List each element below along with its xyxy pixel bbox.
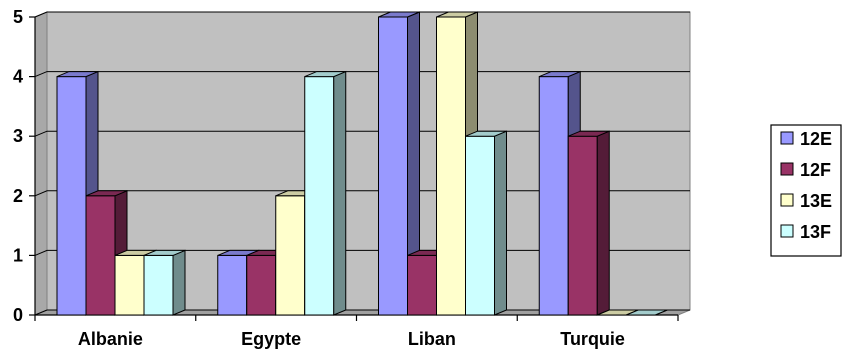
bar-front [275, 195, 306, 316]
y-tick-label: 5 [13, 7, 23, 27]
bar-top [143, 249, 186, 256]
bar [143, 249, 186, 316]
bar-front [567, 135, 598, 316]
bars [56, 11, 668, 316]
x-category-label: Turquie [560, 329, 625, 349]
y-tick-label: 1 [13, 245, 23, 265]
legend-swatch [780, 193, 794, 207]
x-category-label: Egypte [241, 329, 301, 349]
bar-front [143, 254, 174, 316]
bar-top [626, 309, 668, 316]
y-tick-label: 2 [13, 186, 23, 206]
bar-front [436, 16, 466, 316]
bar-front [56, 76, 87, 316]
bar-front [378, 16, 408, 316]
bar-top [304, 71, 346, 78]
legend-item: 12E [780, 129, 832, 149]
legend-label: 13F [800, 222, 831, 242]
legend-label: 12F [800, 160, 831, 180]
bar-top [465, 130, 507, 137]
legend: 12E 12F 13E 13F [770, 124, 842, 257]
bar [626, 309, 668, 316]
bar-front [465, 135, 495, 316]
y-tick-label: 3 [13, 126, 23, 146]
side-wall [34, 11, 48, 316]
x-axis-categories: Albanie Egypte Liban Turquie [34, 315, 679, 349]
legend-item: 13E [780, 191, 832, 211]
legend-swatch [780, 162, 794, 176]
bar-front [85, 195, 116, 316]
bar-front [304, 76, 335, 316]
bar-front [114, 254, 145, 316]
y-axis-ticks: 0 1 2 3 4 5 [13, 7, 35, 325]
legend-item: 13F [780, 222, 831, 242]
bar-side [494, 130, 507, 316]
bar-front [538, 76, 569, 316]
bar-top [568, 130, 610, 137]
bar-side [596, 130, 610, 316]
bar-side [333, 70, 347, 316]
x-category-label: Albanie [78, 329, 143, 349]
bar [567, 130, 610, 316]
legend-label: 13E [800, 191, 832, 211]
bar [465, 130, 507, 316]
legend-swatch [780, 131, 794, 145]
bar [378, 11, 420, 316]
bar-top [56, 71, 99, 78]
legend-item: 12F [780, 160, 831, 180]
bar-front [407, 254, 437, 316]
y-tick-label: 4 [13, 67, 23, 87]
bar [304, 70, 347, 316]
bar-front [246, 254, 277, 316]
bar-top [85, 190, 128, 197]
bar-top [378, 11, 420, 18]
bar-top [539, 71, 581, 78]
legend-swatch [780, 224, 794, 238]
x-category-label: Liban [408, 329, 456, 349]
bar-front [217, 254, 248, 316]
legend-label: 12E [800, 129, 832, 149]
bar-side [172, 249, 186, 316]
bar-top [436, 11, 478, 18]
y-tick-label: 0 [13, 305, 23, 325]
